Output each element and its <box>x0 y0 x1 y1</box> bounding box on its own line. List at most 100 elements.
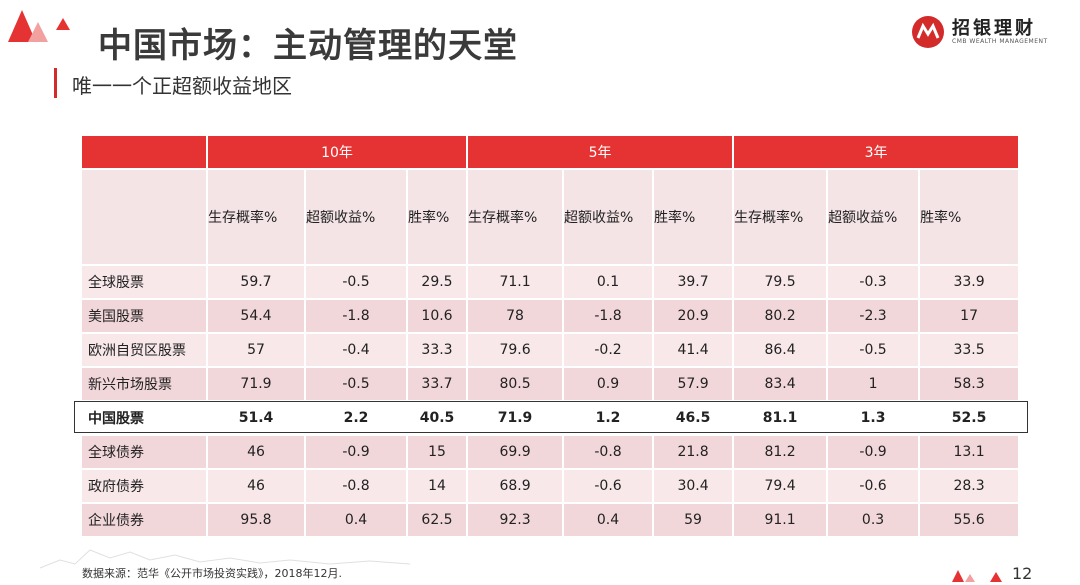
table-cell: 79.5 <box>734 266 829 300</box>
table-row: 政府债券 46 -0.8 14 68.9 -0.6 30.4 79.4 -0.6 28.3 <box>82 470 1021 504</box>
table-cell: 33.5 <box>920 334 1021 368</box>
table-cell: 17 <box>920 300 1021 334</box>
row-label: 中国股票 <box>82 402 208 436</box>
table-cell: -1.8 <box>564 300 655 334</box>
metric-header-blank <box>82 170 208 266</box>
table-cell: 80.5 <box>468 368 565 402</box>
period-3y-header: 3年 <box>734 136 1021 170</box>
table-row: 新兴市场股票 71.9 -0.5 33.7 80.5 0.9 57.9 83.4 1 58.3 <box>82 368 1021 402</box>
footer-triangle-decoration <box>952 570 1002 582</box>
table-cell: 46 <box>208 470 306 504</box>
row-label: 美国股票 <box>82 300 208 334</box>
table-cell: 41.4 <box>654 334 735 368</box>
table-cell: -0.5 <box>828 334 921 368</box>
table-cell: 46 <box>208 436 306 470</box>
page-title: 中国市场：主动管理的天堂 <box>98 26 518 66</box>
table-cell: -0.4 <box>306 334 408 368</box>
table-cell: 0.9 <box>564 368 655 402</box>
row-label: 全球股票 <box>82 266 208 300</box>
table-cell: -0.3 <box>828 266 921 300</box>
table-cell: 39.7 <box>654 266 735 300</box>
table-cell: 30.4 <box>654 470 735 504</box>
table-corner <box>82 136 208 170</box>
table-row: 中国股票 51.4 2.2 40.5 71.9 1.2 46.5 81.1 1.3 52.5 <box>82 402 1021 436</box>
logo-subtext: CMB WEALTH MANAGEMENT <box>952 38 1048 45</box>
table-cell: 78 <box>468 300 565 334</box>
period-header-row: 10年 5年 3年 <box>82 136 1021 170</box>
table-cell: 13.1 <box>920 436 1021 470</box>
table-row: 企业债券 95.8 0.4 62.5 92.3 0.4 59 91.1 0.3 55.6 <box>82 504 1021 538</box>
metric-header: 胜率% <box>408 170 469 266</box>
metric-header-row: 生存概率% 超额收益% 胜率% 生存概率% 超额收益% 胜率% 生存概率% 超额… <box>82 170 1021 266</box>
metric-header: 超额收益% <box>306 170 408 266</box>
row-label: 政府债券 <box>82 470 208 504</box>
table-cell: 81.2 <box>734 436 829 470</box>
table-cell: -0.6 <box>564 470 655 504</box>
table-row: 美国股票 54.4 -1.8 10.6 78 -1.8 20.9 80.2 -2.3 17 <box>82 300 1021 334</box>
table-cell: -1.8 <box>306 300 408 334</box>
table-cell: 1.2 <box>564 402 655 436</box>
table-cell: 0.4 <box>564 504 655 538</box>
table-cell: 59 <box>654 504 735 538</box>
table-cell: 21.8 <box>654 436 735 470</box>
logo-text: 招银理财 <box>952 18 1036 39</box>
table-cell: 71.1 <box>468 266 565 300</box>
table-cell: 1.3 <box>828 402 921 436</box>
period-5y-header: 5年 <box>468 136 735 170</box>
table-cell: 33.9 <box>920 266 1021 300</box>
table-cell: 40.5 <box>408 402 469 436</box>
table-cell: 33.3 <box>408 334 469 368</box>
decorative-line-chart <box>39 549 411 569</box>
table-cell: 79.4 <box>734 470 829 504</box>
table-cell: 69.9 <box>468 436 565 470</box>
table-cell: 46.5 <box>654 402 735 436</box>
table-row: 全球股票 59.7 -0.5 29.5 71.1 0.1 39.7 79.5 -0.3 33.9 <box>82 266 1021 300</box>
corner-triangle-decoration <box>8 10 70 42</box>
table-row: 全球债券 46 -0.9 15 69.9 -0.8 21.8 81.2 -0.9 13.1 <box>82 436 1021 470</box>
table-cell: 59.7 <box>208 266 306 300</box>
table-cell: -0.5 <box>306 266 408 300</box>
table-row: 欧洲自贸区股票 57 -0.4 33.3 79.6 -0.2 41.4 86.4 -0.5 33.… <box>82 334 1021 368</box>
table-cell: 1 <box>828 368 921 402</box>
period-10y-header: 10年 <box>208 136 469 170</box>
table-cell: 33.7 <box>408 368 469 402</box>
table-cell: 15 <box>408 436 469 470</box>
table-cell: 71.9 <box>468 402 565 436</box>
metric-header: 生存概率% <box>468 170 565 266</box>
metric-header: 生存概率% <box>734 170 829 266</box>
table-cell: 0.1 <box>564 266 655 300</box>
table-cell: 54.4 <box>208 300 306 334</box>
table-cell: 91.1 <box>734 504 829 538</box>
table-cell: 81.1 <box>734 402 829 436</box>
table-cell: 71.9 <box>208 368 306 402</box>
table-cell: 92.3 <box>468 504 565 538</box>
metric-header: 胜率% <box>920 170 1021 266</box>
table-cell: 95.8 <box>208 504 306 538</box>
table-cell: 52.5 <box>920 402 1021 436</box>
metric-header: 超额收益% <box>828 170 921 266</box>
row-label: 新兴市场股票 <box>82 368 208 402</box>
cmb-logo-icon <box>912 16 944 48</box>
table-cell: -0.2 <box>564 334 655 368</box>
table-cell: 55.6 <box>920 504 1021 538</box>
table-cell: -0.9 <box>306 436 408 470</box>
table-cell: 57.9 <box>654 368 735 402</box>
table-cell: -0.8 <box>564 436 655 470</box>
survival-excess-return-table: 10年 5年 3年 生存概率% 超额收益% 胜率% 生存概率% 超额收益% 胜率… <box>82 136 1021 538</box>
metric-header: 胜率% <box>654 170 735 266</box>
table-cell: 83.4 <box>734 368 829 402</box>
table-cell: -0.6 <box>828 470 921 504</box>
table-cell: 58.3 <box>920 368 1021 402</box>
table-cell: 0.3 <box>828 504 921 538</box>
subtitle-accent-bar <box>54 68 57 98</box>
row-label: 企业债券 <box>82 504 208 538</box>
table-cell: 57 <box>208 334 306 368</box>
table-cell: 20.9 <box>654 300 735 334</box>
row-label: 欧洲自贸区股票 <box>82 334 208 368</box>
table-cell: 29.5 <box>408 266 469 300</box>
table-cell: 51.4 <box>208 402 306 436</box>
page-subtitle: 唯一一个正超额收益地区 <box>72 74 292 98</box>
page-number: 12 <box>1012 564 1033 583</box>
table-cell: 68.9 <box>468 470 565 504</box>
table-cell: -2.3 <box>828 300 921 334</box>
